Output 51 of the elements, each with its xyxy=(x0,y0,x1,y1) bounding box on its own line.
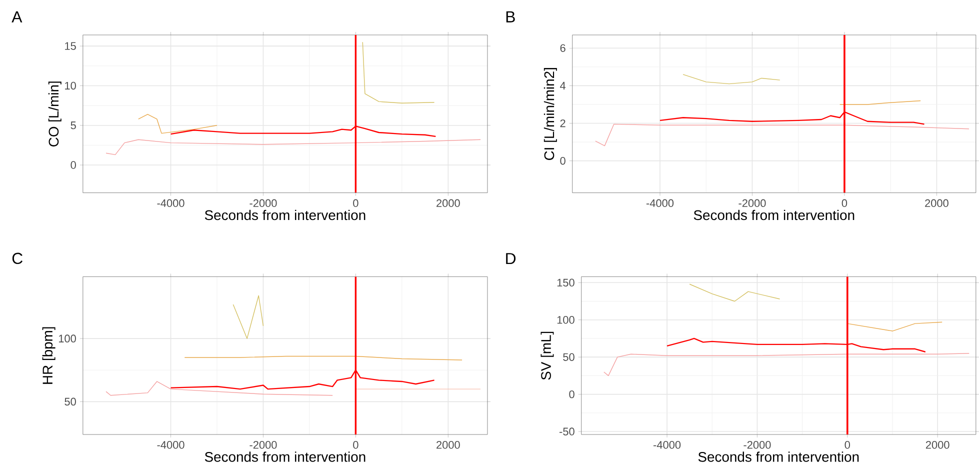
y-axis-title: CI [L/min/min2] xyxy=(544,68,557,160)
line-series xyxy=(604,352,970,376)
line-series xyxy=(232,295,264,339)
y-tick-label: -50 xyxy=(560,427,574,436)
line-series xyxy=(362,42,435,104)
line-series xyxy=(106,380,333,396)
y-axis-title: CO [L/min] xyxy=(48,81,62,146)
chart-title: D xyxy=(506,252,516,264)
y-tick-label: 0 xyxy=(569,390,574,398)
y-tick-label: 100 xyxy=(557,316,574,324)
x-tick-label: 0 xyxy=(353,440,358,449)
y-tick-label: 2 xyxy=(560,119,566,127)
y-tick-label: 0 xyxy=(560,156,566,164)
y-tick-label: 6 xyxy=(560,44,566,52)
x-tick-label: -2000 xyxy=(250,440,277,449)
x-tick-label: -4000 xyxy=(157,440,184,449)
x-axis-title: Seconds from intervention xyxy=(204,451,366,462)
x-tick-label: 0 xyxy=(844,440,850,449)
x-tick-label: 0 xyxy=(353,199,358,207)
x-axis-title: Seconds from intervention xyxy=(694,210,854,220)
line-series xyxy=(689,284,780,302)
y-tick-label: 50 xyxy=(64,398,76,406)
x-tick-label: -2000 xyxy=(250,199,277,207)
line-series xyxy=(106,139,481,155)
x-tick-label: -2000 xyxy=(744,440,771,449)
x-tick-label: 2000 xyxy=(926,440,950,449)
chart-title: B xyxy=(506,11,515,22)
line-series xyxy=(138,114,218,134)
x-tick-label: -4000 xyxy=(654,440,681,449)
x-tick-label: -4000 xyxy=(646,199,674,207)
x-tick-label: 2000 xyxy=(436,440,460,449)
chart-title: C xyxy=(12,252,23,264)
chart-title: A xyxy=(12,11,22,22)
line-series xyxy=(682,74,780,84)
x-tick-label: 0 xyxy=(842,199,848,207)
x-tick-label: -2000 xyxy=(738,199,766,207)
x-tick-label: 2000 xyxy=(925,199,948,207)
y-tick-label: 0 xyxy=(70,160,76,169)
y-tick-label: 150 xyxy=(557,278,574,286)
y-axis-title: HR [bpm] xyxy=(42,326,56,384)
x-axis-title: Seconds from intervention xyxy=(698,451,859,462)
y-tick-label: 5 xyxy=(70,121,76,129)
y-tick-label: 15 xyxy=(65,42,76,50)
y-axis-title: SV [mL] xyxy=(540,332,554,380)
x-tick-label: 2000 xyxy=(436,199,460,207)
x-axis-title: Seconds from intervention xyxy=(204,210,366,220)
y-tick-label: 100 xyxy=(58,334,76,342)
y-tick-label: 50 xyxy=(563,352,574,361)
x-tick-label: -4000 xyxy=(157,199,184,207)
y-tick-label: 10 xyxy=(65,82,76,90)
y-tick-label: 4 xyxy=(560,82,566,90)
